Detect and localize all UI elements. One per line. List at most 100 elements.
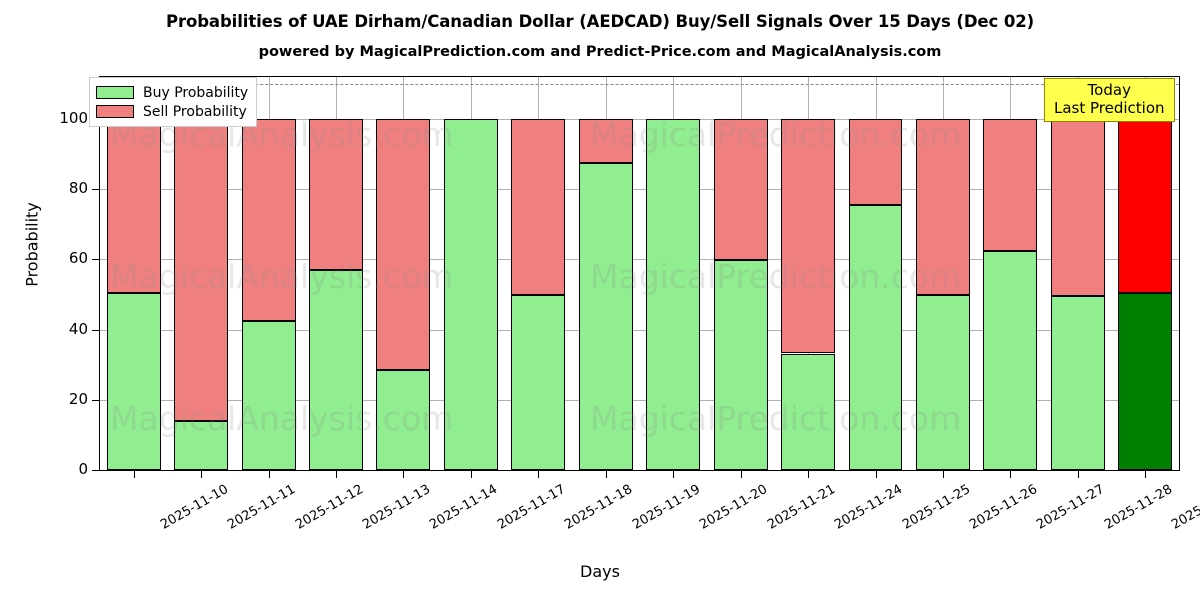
bar-segment-sell[interactable] [578,119,633,163]
x-tick-label: 2025-11-17 [495,482,568,533]
x-tick-mark [470,471,472,478]
x-tick-label: 2025-11-19 [629,482,703,533]
x-tick-mark [1010,471,1012,478]
bar-segment-buy[interactable] [848,205,903,470]
bar-group[interactable] [241,77,296,470]
bar-segment-buy[interactable] [376,370,431,470]
bar-group[interactable] [443,77,498,470]
x-tick-label: 2025-11-12 [292,482,366,533]
reference-line [100,84,1179,86]
gridline-horizontal [100,470,1179,471]
bar-group[interactable] [376,77,431,470]
x-tick-mark [1077,471,1079,478]
bar-group[interactable] [309,77,363,470]
bar-group[interactable] [781,77,836,470]
x-tick-mark [740,471,742,478]
chart-subtitle: powered by MagicalPrediction.com and Pre… [258,44,942,60]
bar-segment-sell[interactable] [781,119,836,354]
gridline-horizontal [100,259,1179,261]
bar-segment-sell[interactable] [915,119,970,295]
bar-segment-buy[interactable] [1118,292,1173,470]
x-tick-label: 2025-11-27 [1034,482,1108,533]
bar-segment-buy[interactable] [241,320,296,470]
bar-segment-buy[interactable] [106,293,161,470]
legend-swatch [96,86,134,99]
y-tick-label: 40 [68,319,88,338]
bar-group[interactable] [1050,77,1105,470]
y-tick-mark [92,259,99,261]
gridline-horizontal [100,399,1179,401]
bar-segment-sell[interactable] [848,119,903,206]
bar-group[interactable] [578,77,633,470]
bar-segment-buy[interactable] [983,250,1038,470]
gridline-horizontal [100,119,1179,121]
bar-group[interactable] [646,77,701,470]
bar-segment-sell[interactable] [309,119,363,270]
bar-segment-buy[interactable] [443,119,498,470]
y-tick-label: 20 [68,389,88,408]
bar-segment-buy[interactable] [511,294,566,470]
x-tick-mark [268,471,270,478]
x-tick-mark [875,471,877,478]
bar-segment-buy[interactable] [174,420,229,470]
bar-group[interactable] [848,77,903,470]
bar-group[interactable] [713,77,768,470]
bar-segment-buy[interactable] [578,162,633,470]
gridline-horizontal [100,329,1179,331]
x-tick-mark [133,471,135,478]
y-tick-mark [92,329,99,331]
chart-legend: Buy Probability Sell Probability [89,77,258,127]
bar-segment-sell[interactable] [983,119,1038,251]
today-annotation-line1: Today [1087,81,1131,99]
today-annotation: Today Last Prediction [1044,78,1175,123]
bar-segment-buy[interactable] [713,259,768,470]
bar-segment-sell[interactable] [713,119,768,260]
x-tick-label: 2025-11-25 [899,482,973,533]
today-annotation-line2: Last Prediction [1054,98,1165,117]
x-tick-mark [336,471,338,478]
bar-group[interactable] [106,77,161,470]
y-tick-label: 60 [68,249,88,268]
x-tick-mark [1145,471,1147,478]
bar-segment-sell[interactable] [106,119,161,294]
legend-item[interactable]: Sell Probability [96,102,248,121]
bar-segment-sell[interactable] [241,119,296,321]
bar-segment-sell[interactable] [1118,119,1173,293]
bar-segment-sell[interactable] [511,119,566,295]
x-tick-label: 2025-11-18 [562,482,636,533]
bar-group[interactable] [174,77,229,470]
chart-title: Probabilities of UAE Dirham/Canadian Dol… [165,12,1035,31]
x-tick-label: 2025-11-10 [157,482,231,533]
bar-segment-buy[interactable] [646,119,701,470]
y-axis-label: Probability [22,202,42,287]
legend-label: Sell Probability [143,103,247,120]
bar-segment-sell[interactable] [376,119,431,371]
bar-segment-buy[interactable] [915,294,970,470]
x-tick-mark [538,471,540,478]
legend-item[interactable]: Buy Probability [96,83,248,102]
x-tick-mark [673,471,675,478]
bar-segment-sell[interactable] [1050,119,1105,296]
y-tick-label: 100 [59,109,88,128]
gridline-horizontal [100,189,1179,191]
x-tick-label: 2025-12-01 [1169,482,1200,533]
bar-group[interactable] [1118,77,1173,470]
x-tick-label: 2025-11-13 [360,482,434,533]
bar-group[interactable] [915,77,970,470]
x-tick-mark [605,471,607,478]
x-tick-mark [403,471,405,478]
bar-segment-buy[interactable] [1050,295,1105,470]
bar-group[interactable] [511,77,566,470]
bar-group[interactable] [983,77,1038,470]
bar-segment-buy[interactable] [309,269,363,470]
bar-segment-buy[interactable] [781,353,836,470]
legend-label: Buy Probability [143,84,249,101]
x-tick-mark [942,471,944,478]
y-tick-mark [92,189,99,191]
y-tick-mark [92,399,99,401]
bar-segment-sell[interactable] [174,119,229,421]
x-tick-label: 2025-11-28 [1101,482,1175,533]
x-tick-label: 2025-11-20 [697,482,771,533]
x-tick-label: 2025-11-21 [764,482,838,533]
